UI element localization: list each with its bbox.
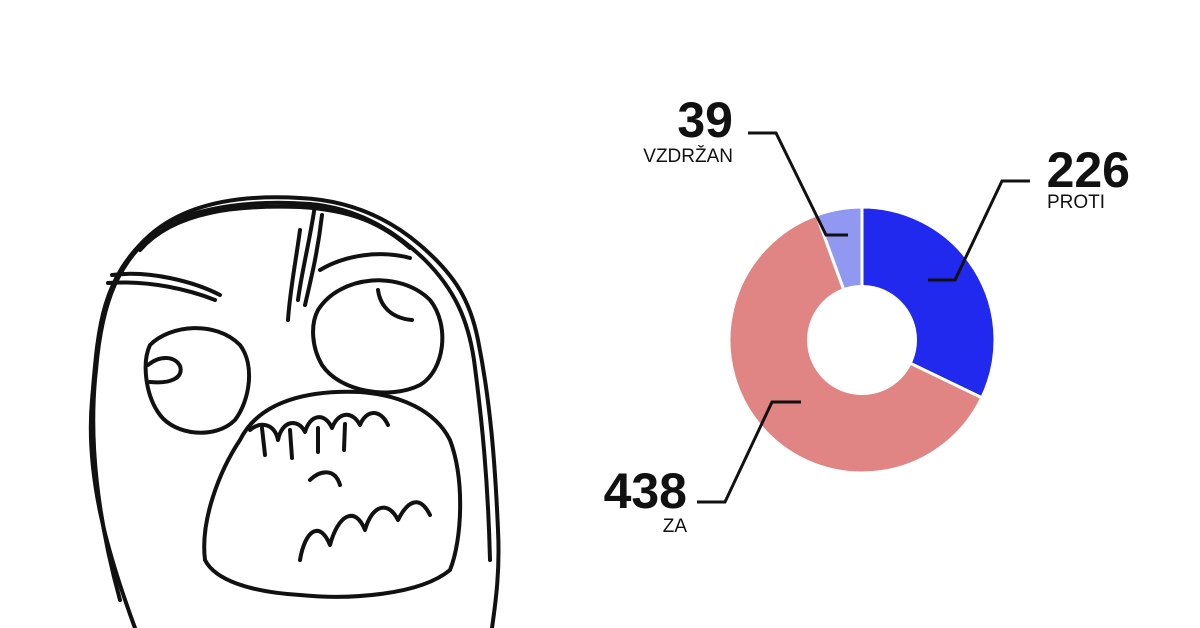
category-label-proti: PROTI [1047, 192, 1105, 213]
value-label-vzdrzan: 39 [677, 92, 733, 148]
rage-face-icon [88, 195, 501, 628]
category-label-za: ZA [663, 516, 688, 537]
category-label-vzdrzan: VZDRŽAN [643, 145, 733, 167]
leader-line-proti [928, 179, 1030, 282]
donut-hole [807, 285, 917, 395]
leader-line-za [697, 400, 801, 504]
value-label-za: 438 [604, 463, 687, 519]
leader-line-vzdrzan [748, 131, 848, 237]
value-label-proti: 226 [1047, 142, 1130, 198]
